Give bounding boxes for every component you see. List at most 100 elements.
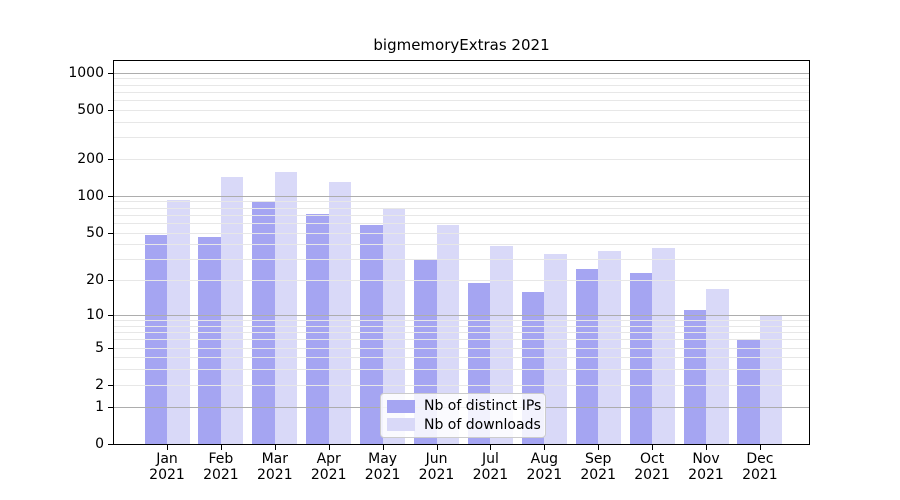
gridline-minor-90 [114,201,809,203]
x-tick-label-jun-2021: Jun 2021 [418,451,455,483]
y-tick-label-200: 200 [77,150,104,167]
bar-aug-2021-downloads [544,254,567,444]
gridline-minor-800 [114,84,809,86]
x-tick-label-feb-2021: Feb 2021 [203,451,239,483]
y-tick-label-500: 500 [77,101,104,118]
bar-dec-2021-downloads [759,315,783,444]
y-tick-label-10: 10 [86,307,104,324]
y-tick-label-1000: 1000 [68,64,104,81]
chart-title: bigmemoryExtras 2021 [373,36,550,54]
gridline-minor-200 [114,158,809,160]
y-tick-50 [108,232,113,234]
gridline-minor-600 [114,99,809,101]
bar-apr-2021-downloads [328,182,352,444]
gridline-minor-6 [114,339,809,341]
x-tick-label-oct-2021: Oct 2021 [634,451,670,483]
legend-swatch-downloads [387,418,415,432]
gridline-major-100 [114,195,809,197]
x-tick-apr-2021 [328,445,330,450]
bar-oct-2021-downloads [652,248,675,444]
x-tick-label-sep-2021: Sep 2021 [580,451,616,483]
y-tick-100 [108,195,113,197]
gridline-minor-80 [114,207,809,209]
bar-jun-2021-downloads [436,224,459,444]
gridline-minor-4 [114,357,809,359]
x-tick-label-apr-2021: Apr 2021 [310,451,347,483]
x-tick-aug-2021 [544,445,546,450]
legend-item-distinct-ips: Nb of distinct IPs [387,398,541,414]
bar-nov-2021-downloads [706,288,729,444]
y-tick-1000 [108,72,113,74]
gridline-minor-7 [114,332,809,334]
bar-nov-2021-distinct-ips [683,310,706,444]
y-tick-label-5: 5 [95,339,104,356]
legend-label-distinct-ips: Nb of distinct IPs [424,398,542,415]
y-tick-1 [108,406,113,408]
x-tick-label-jul-2021: Jul 2021 [472,451,509,483]
y-tick-label-1: 1 [95,398,104,415]
legend-swatch-distinct-ips [387,399,415,413]
x-tick-feb-2021 [220,445,222,450]
bar-sep-2021-distinct-ips [575,268,599,444]
y-tick-500 [108,109,113,111]
y-tick-5 [108,347,113,349]
x-tick-jun-2021 [436,445,438,450]
x-tick-label-jan-2021: Jan 2021 [149,451,185,483]
x-tick-mar-2021 [274,445,276,450]
gridline-minor-40 [114,244,809,246]
gridline-major-1000 [114,72,809,74]
gridline-minor-50 [114,232,809,234]
plot-area [113,60,810,445]
gridline-minor-70 [114,214,809,216]
gridline-minor-500 [114,109,809,111]
bar-feb-2021-distinct-ips [198,236,221,444]
x-tick-may-2021 [382,445,384,450]
gridline-minor-400 [114,121,809,123]
bar-apr-2021-distinct-ips [306,214,329,444]
y-tick-label-0: 0 [95,436,104,452]
gridline-minor-700 [114,91,809,93]
y-tick-20 [108,280,113,282]
bar-mar-2021-downloads [274,172,298,444]
x-tick-label-aug-2021: Aug 2021 [526,451,563,483]
bar-feb-2021-downloads [220,177,244,444]
x-tick-jan-2021 [167,445,168,450]
y-tick-2 [108,384,113,386]
y-tick-label-20: 20 [86,272,104,289]
gridline-minor-5 [114,347,809,349]
y-tick-200 [108,158,113,160]
gridline-minor-20 [114,280,809,282]
x-tick-dec-2021 [759,445,761,450]
gridline-minor-3 [114,369,809,371]
bar-may-2021-downloads [382,207,406,444]
bar-jan-2021-downloads [167,199,190,444]
bar-jan-2021-distinct-ips [144,234,167,444]
x-tick-jul-2021 [490,445,492,450]
bar-mar-2021-distinct-ips [252,201,275,444]
x-tick-label-may-2021: May 2021 [364,451,401,483]
y-tick-label-50: 50 [86,224,104,241]
y-tick-10 [108,315,113,317]
bar-oct-2021-distinct-ips [629,273,653,444]
x-tick-nov-2021 [706,445,707,450]
bar-may-2021-distinct-ips [360,224,383,444]
gridline-minor-60 [114,222,809,224]
y-tick-0 [108,444,113,445]
x-tick-oct-2021 [652,445,654,450]
x-tick-label-mar-2021: Mar 2021 [256,451,293,483]
gridline-minor-2 [114,384,809,386]
gridline-minor-8 [114,325,809,327]
gridline-major-10 [114,315,809,317]
x-tick-sep-2021 [598,445,600,450]
gridline-minor-900 [114,78,809,80]
gridline-minor-9 [114,320,809,322]
x-tick-label-dec-2021: Dec 2021 [742,451,778,483]
bar-dec-2021-distinct-ips [737,339,760,444]
y-tick-label-100: 100 [77,187,104,204]
x-tick-label-nov-2021: Nov 2021 [688,451,724,483]
y-tick-label-2: 2 [95,376,104,393]
gridline-minor-300 [114,137,809,139]
legend-label-downloads: Nb of downloads [424,416,541,433]
legend-item-downloads: Nb of downloads [387,417,541,433]
